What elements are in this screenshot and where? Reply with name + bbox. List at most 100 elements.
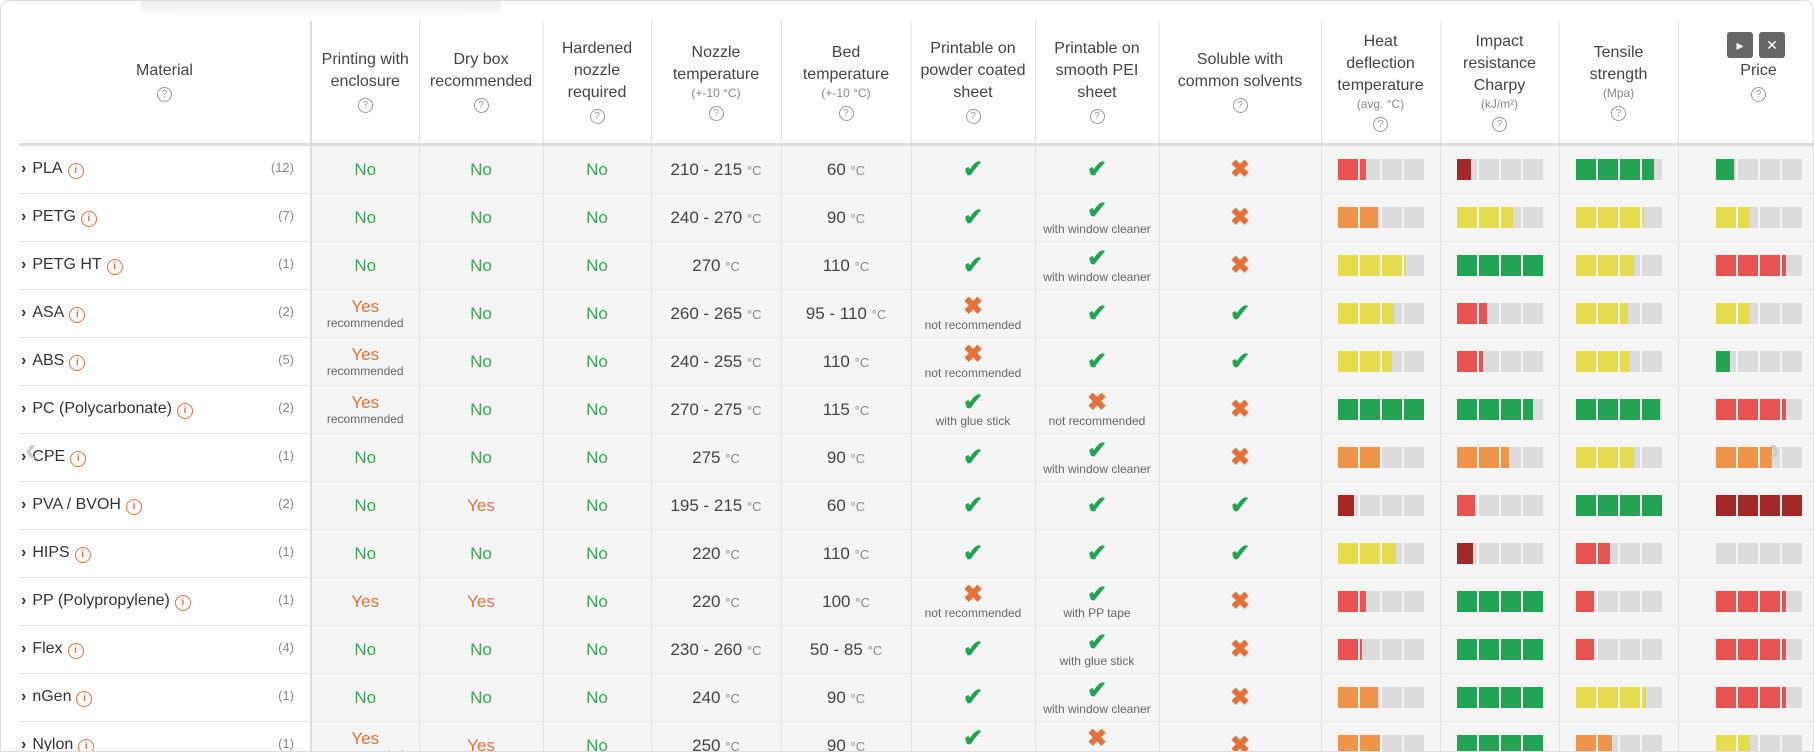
material-cell[interactable]: › CPE i (1): [19, 433, 312, 482]
smooth-pei-cell: ✔: [1035, 529, 1160, 578]
info-icon[interactable]: i: [80, 211, 97, 227]
column-header[interactable]: Tensile strength (Mpa)?: [1559, 21, 1679, 146]
expand-chevron-icon[interactable]: ›: [21, 496, 27, 513]
price-rating-cell: [1678, 577, 1813, 626]
column-header[interactable]: Printing with enclosure?: [311, 21, 420, 146]
info-icon[interactable]: i: [106, 259, 123, 275]
help-icon[interactable]: ?: [708, 105, 724, 121]
info-icon[interactable]: i: [78, 739, 95, 751]
expand-chevron-icon[interactable]: ›: [21, 208, 27, 225]
info-icon[interactable]: i: [176, 403, 193, 419]
info-icon[interactable]: i: [76, 691, 93, 707]
column-header-label: Printable on smooth PEI sheet: [1054, 40, 1140, 101]
table-row[interactable]: › PETG HT i (1) No No No 270 °C 110 °C ✔ ✔ with win…: [19, 241, 1813, 290]
check-icon: ✔: [962, 725, 984, 752]
info-icon[interactable]: i: [70, 451, 87, 467]
material-cell[interactable]: › nGen i (1): [19, 673, 312, 722]
column-header[interactable]: Printable on smooth PEI sheet?: [1035, 21, 1160, 146]
material-cell[interactable]: › HIPS i (1): [19, 529, 312, 578]
expand-chevron-icon[interactable]: ›: [21, 736, 27, 752]
material-cell[interactable]: › PC (Polycarbonate) i (2): [19, 385, 312, 434]
column-header[interactable]: Material?: [19, 21, 312, 146]
rating-segment: [1619, 255, 1640, 276]
column-header[interactable]: Nozzle temperature (+-10 °C)?: [651, 21, 782, 146]
temperature-unit: °C: [746, 210, 762, 226]
scroll-left-arrow-icon[interactable]: ‹: [25, 431, 37, 469]
expand-chevron-icon[interactable]: ›: [21, 400, 27, 417]
info-icon[interactable]: i: [69, 355, 86, 371]
table-row[interactable]: › Flex i (4) No No No 230 - 260 °C 50 - 85 °C ✔ ✔ w…: [19, 625, 1813, 674]
column-header[interactable]: Heat deflection temperature (avg. °C)?: [1321, 21, 1441, 146]
rating-segment: [1456, 447, 1477, 468]
help-icon[interactable]: ?: [965, 109, 981, 124]
column-header[interactable]: Bed temperature (+-10 °C)?: [781, 21, 912, 146]
column-header[interactable]: Hardened nozzle required?: [543, 21, 652, 146]
table-row[interactable]: › PC (Polycarbonate) i (2) Yes recommended No N…: [19, 385, 1813, 434]
info-icon[interactable]: i: [125, 499, 142, 515]
help-icon[interactable]: ?: [357, 98, 373, 113]
expand-chevron-icon[interactable]: ›: [21, 688, 27, 705]
help-icon[interactable]: ?: [1089, 109, 1105, 124]
rating-segment: [1641, 687, 1662, 708]
help-icon[interactable]: ?: [157, 87, 172, 102]
price-rating-cell: [1678, 337, 1813, 386]
material-cell[interactable]: › Flex i (4): [19, 625, 312, 674]
info-icon[interactable]: i: [69, 307, 86, 323]
info-icon[interactable]: i: [174, 595, 191, 611]
help-icon[interactable]: ?: [838, 105, 854, 121]
help-icon[interactable]: ?: [1492, 116, 1507, 132]
help-icon[interactable]: ?: [1373, 116, 1388, 132]
rating-bar: [1679, 159, 1814, 180]
help-icon[interactable]: ?: [1232, 98, 1248, 113]
table-row[interactable]: › nGen i (1) No No No 240 °C 90 °C ✔ ✔ with window …: [19, 673, 1813, 722]
expand-chevron-icon[interactable]: ›: [21, 352, 27, 369]
rating-segment: [1759, 495, 1780, 516]
info-icon[interactable]: i: [74, 547, 91, 563]
table-scroll-area[interactable]: Material? Printing with enclosure? Dry box…: [19, 21, 1814, 752]
expand-chevron-icon[interactable]: ›: [21, 160, 27, 177]
material-cell[interactable]: › PP (Polypropylene) i (1): [19, 577, 312, 626]
table-row[interactable]: › CPE i (1) No No No 275 °C 90 °C ✔ ✔ with window c…: [19, 433, 1813, 482]
table-row[interactable]: › ABS i (5) Yes recommended No No 240 - 255 °C 11…: [19, 337, 1813, 386]
table-row[interactable]: › PLA i (12) No No No 210 - 215 °C 60 °C ✔ ✔ ✖: [19, 144, 1814, 194]
value-text: Yes: [351, 393, 380, 412]
expand-chevron-icon[interactable]: ›: [21, 544, 27, 561]
info-icon[interactable]: i: [67, 163, 84, 179]
column-header[interactable]: Soluble with common solvents?: [1159, 21, 1322, 146]
column-header[interactable]: Printable on powder coated sheet?: [911, 21, 1036, 146]
help-icon[interactable]: ?: [1751, 87, 1766, 102]
column-header[interactable]: Impact resistance Charpy (kJ/m²)?: [1440, 21, 1560, 146]
info-icon[interactable]: i: [67, 643, 84, 659]
expand-chevron-icon[interactable]: ›: [21, 592, 27, 609]
rating-segment: [1337, 351, 1358, 372]
heat-rating-cell: [1321, 144, 1441, 194]
expand-chevron-icon[interactable]: ›: [21, 256, 27, 273]
help-icon[interactable]: ?: [589, 109, 605, 124]
material-cell[interactable]: › PLA i (12): [19, 144, 312, 194]
expand-chevron-icon[interactable]: ›: [21, 448, 27, 465]
play-icon[interactable]: ▸: [1727, 32, 1753, 58]
material-cell[interactable]: › Nylon i (1): [19, 721, 312, 752]
table-row[interactable]: › PP (Polypropylene) i (1) Yes Yes No 220 °C 100…: [19, 577, 1813, 626]
temperature-value: 230 - 260: [670, 639, 743, 659]
material-cell[interactable]: › ASA i (2): [19, 289, 312, 338]
table-row[interactable]: › HIPS i (1) No No No 220 °C 110 °C ✔ ✔ ✔: [19, 529, 1813, 578]
cross-icon: ✖: [1086, 725, 1108, 752]
scroll-right-arrow-icon[interactable]: ›: [1769, 431, 1781, 469]
table-row[interactable]: › PVA / BVOH i (2) No Yes No 195 - 215 °C 60 °C ✔…: [19, 481, 1813, 530]
column-header[interactable]: Dry box recommended?: [419, 21, 544, 146]
material-cell[interactable]: › PVA / BVOH i (2): [19, 481, 312, 530]
material-cell[interactable]: › PETG i (7): [19, 193, 312, 242]
material-cell[interactable]: › ABS i (5): [19, 337, 312, 386]
table-row[interactable]: › PETG i (7) No No No 240 - 270 °C 90 °C ✔ ✔ with w…: [19, 193, 1813, 242]
expand-chevron-icon[interactable]: ›: [21, 304, 27, 321]
help-icon[interactable]: ?: [473, 98, 489, 113]
temperature-unit: °C: [855, 594, 870, 610]
material-cell[interactable]: › PETG HT i (1): [19, 241, 312, 290]
help-icon[interactable]: ?: [1611, 105, 1626, 121]
close-icon[interactable]: ✕: [1759, 32, 1785, 58]
table-row[interactable]: › ASA i (2) Yes recommended No No 260 - 265 °C 95…: [19, 289, 1813, 338]
expand-chevron-icon[interactable]: ›: [21, 640, 27, 657]
column-header[interactable]: Price?: [1678, 21, 1813, 146]
